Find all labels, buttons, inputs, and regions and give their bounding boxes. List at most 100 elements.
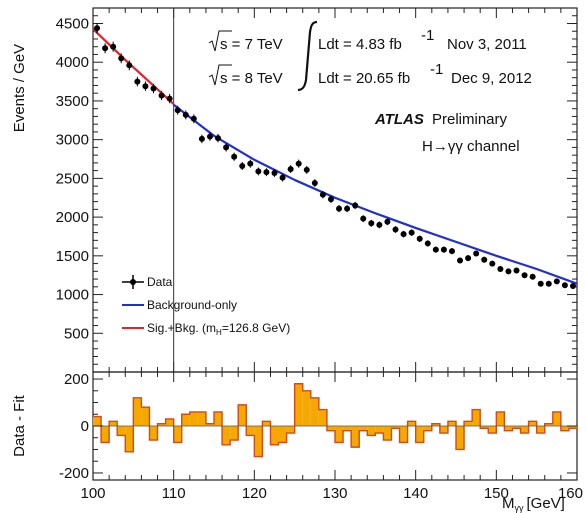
x-axis-label: Mγγ [GeV] — [502, 495, 565, 513]
lumi-2011: Ldt = 4.83 fb — [318, 36, 402, 53]
data-point — [384, 218, 391, 225]
residual-bar — [367, 426, 376, 436]
background-only-curve — [172, 103, 578, 285]
data-point — [215, 135, 222, 142]
data-point — [247, 160, 254, 167]
residual-bar — [286, 426, 295, 434]
residual-bar — [536, 426, 545, 434]
residual-bar — [238, 404, 247, 426]
main-y-axis-label: Events / GeV — [11, 44, 28, 132]
x-tick-label: 110 — [162, 485, 186, 502]
legend-sigbkg: Sig.+Bkg. (mH=126.8 GeV) — [122, 321, 290, 337]
residual-bar — [149, 426, 158, 441]
main-y-tick-label: 3500 — [56, 93, 89, 110]
data-point — [569, 283, 576, 290]
residual-bar — [383, 426, 392, 441]
residual-bar — [302, 390, 311, 426]
data-point — [465, 255, 472, 262]
residual-bar — [343, 426, 352, 431]
data-point — [505, 268, 512, 275]
residual-bar — [351, 426, 360, 448]
residual-bar — [456, 426, 465, 450]
lumi-2012: Ldt = 20.65 fb — [318, 70, 410, 87]
x-axis-label-unit: [GeV] — [527, 495, 565, 512]
residual-bar — [93, 416, 102, 426]
data-point — [368, 220, 375, 227]
main-y-tick-label: 2500 — [56, 170, 89, 187]
x-axis-label-main: M — [502, 495, 515, 512]
channel-label: H→γγ channel — [422, 138, 520, 155]
data-point — [513, 267, 520, 274]
data-point — [94, 25, 101, 32]
residual-bar — [270, 426, 279, 445]
residual-bar — [254, 426, 263, 457]
ratio-axes: -200 0 200 100 110 120 130 140 150 160 — [59, 371, 583, 502]
data-point — [448, 248, 455, 255]
residual-bar — [117, 426, 126, 436]
data-point — [223, 144, 230, 151]
residual-bar — [189, 411, 198, 426]
residual-bar — [101, 426, 110, 443]
residual-bar — [407, 421, 416, 426]
residual-bar — [310, 397, 319, 426]
data-point — [166, 95, 173, 102]
residual-bar — [318, 409, 327, 426]
main-y-tick-label: 3000 — [56, 132, 89, 149]
residual-bar — [262, 421, 271, 426]
residual-bar — [528, 421, 537, 426]
legend-background-label: Background-only — [147, 298, 237, 312]
data-point — [182, 111, 189, 118]
sqrt-symbol-icon-2 — [208, 64, 232, 86]
data-point — [400, 231, 407, 238]
residual-bar — [423, 426, 432, 431]
residual-bar — [109, 421, 118, 426]
data-point — [553, 278, 560, 285]
residual-bar — [415, 426, 424, 443]
sqrt-s-7-text: s = 7 TeV — [220, 36, 283, 53]
data-point — [150, 85, 157, 92]
ratio-plot-area — [93, 383, 577, 458]
residual-bar — [222, 426, 231, 445]
residual-bar — [294, 383, 303, 426]
residual-outline — [93, 383, 577, 458]
residual-bar — [512, 426, 521, 429]
data-point — [457, 257, 464, 264]
data-point — [295, 160, 302, 167]
data-point — [198, 135, 205, 142]
main-y-tick-label: 1000 — [56, 287, 89, 304]
residual-bar — [335, 426, 344, 443]
residual-bar — [391, 426, 400, 429]
data-point — [303, 166, 310, 173]
sqrt-s-8tev: s = 8 TeV — [208, 64, 283, 87]
date-2012: Dec 9, 2012 — [451, 70, 532, 87]
residual-bar — [375, 426, 384, 434]
residual-bar — [504, 426, 513, 431]
data-point — [174, 107, 181, 114]
data-point — [489, 260, 496, 267]
residual-bar — [464, 421, 473, 426]
legend-data-label: Data — [147, 275, 173, 289]
residual-bar — [472, 409, 481, 426]
date-2011: Nov 3, 2011 — [447, 36, 527, 53]
main-y-tick-label: 2000 — [56, 209, 89, 226]
info-block: s = 7 TeV s = 8 TeV Ldt = 4.83 fb -1 Nov… — [208, 20, 532, 155]
residual-bar — [133, 397, 142, 426]
legend-data-marker-dot — [130, 279, 136, 285]
data-point — [190, 115, 197, 122]
legend-sigbkg-subscript: H — [216, 328, 222, 337]
main-y-tick-label: 4500 — [56, 15, 89, 32]
data-point — [497, 265, 504, 272]
residual-bar — [141, 407, 150, 426]
residual-bar — [157, 423, 166, 426]
data-point — [481, 256, 488, 263]
residual-bar — [125, 426, 134, 452]
legend-sigbkg-label: Sig.+Bkg. (mH=126.8 GeV) — [147, 321, 290, 337]
residual-bar — [359, 426, 368, 431]
data-point — [440, 246, 447, 253]
main-y-tick-label: 1500 — [56, 248, 89, 265]
residual-bar — [568, 426, 577, 429]
sig-bkg-curve — [92, 28, 175, 105]
data-point — [352, 202, 359, 209]
data-point — [344, 205, 351, 212]
